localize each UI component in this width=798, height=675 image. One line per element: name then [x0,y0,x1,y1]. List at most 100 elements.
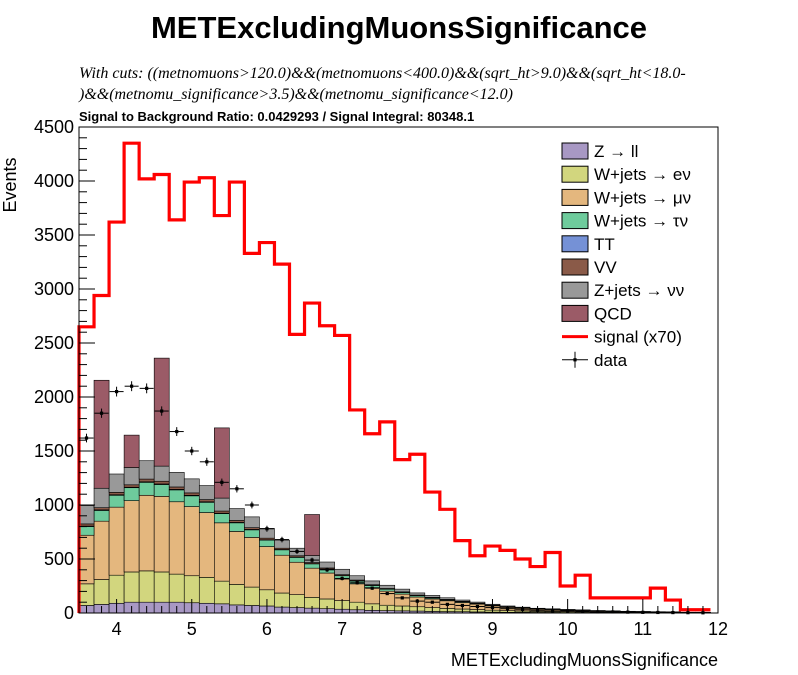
bar [93,520,110,580]
data-point [320,567,335,572]
data-marker [175,429,179,434]
bar [183,575,200,604]
data-point [365,586,380,590]
bar [93,379,110,489]
data-marker [370,586,374,590]
bar [274,592,290,608]
bar [138,460,155,480]
legend-label: VV [594,258,617,277]
bar [244,529,260,538]
y-tick-label: 4500 [34,117,74,137]
legend-label: signal (x70) [594,328,682,347]
y-axis-label: Events [0,157,20,212]
data-point [380,591,395,596]
legend-swatch [561,212,589,230]
bar [214,580,230,605]
data-point [259,525,274,532]
data-marker [265,527,269,531]
legend-label: QCD [594,304,632,323]
bar [334,578,350,601]
bar [123,467,140,486]
bar [349,575,365,581]
bar [394,588,411,593]
bar [274,549,290,556]
stacked-bars [78,357,711,614]
bar [198,501,215,513]
y-tick-label: 2000 [34,387,74,407]
bar [274,554,290,594]
bar [198,512,215,578]
ratio-label: Signal to Background Ratio: 0.0429293 / … [79,109,475,124]
x-tick-label: 5 [187,619,197,639]
bar [259,539,275,547]
bar [334,568,350,575]
data-marker [355,581,359,585]
data-point [440,602,455,606]
cuts-line-2: )&&(metnomu_significance>3.5)&&(metnomu_… [79,86,513,103]
legend-entry: W+jets → eν [561,165,691,184]
x-tick-label: 9 [487,619,497,639]
data-point [154,406,169,416]
bar [198,577,215,604]
bar [138,494,155,572]
bar [153,571,170,603]
y-tick-label: 3500 [34,225,74,245]
data-marker [385,591,389,596]
bar [289,594,305,608]
y-tick-label: 500 [44,549,74,569]
data-marker [235,487,239,491]
legend-entry: TT [561,235,615,254]
bar [123,434,140,468]
data-point [244,501,259,509]
bar [168,472,185,488]
legend-entry: Z+jets → νν [561,281,684,300]
bar [214,497,230,512]
legend: Z → ll W+jets → eν W+jets → μν W+jets → τν T… [561,142,691,370]
plot-frame [78,126,719,614]
legend-entry: data [562,351,628,370]
data-point [395,596,410,600]
bar [168,501,185,575]
data-marker [190,449,194,453]
x-tick-label: 4 [112,619,122,639]
bar [319,561,335,569]
legend-marker-dot [573,358,577,362]
legend-swatch [561,235,589,253]
data-point [94,408,109,418]
bar [168,489,185,503]
bar [289,557,305,563]
bar [244,537,260,588]
x-tick-label: 11 [633,619,652,639]
bar [229,531,245,585]
bar [379,584,396,589]
chart-title: METExcludingMuonsSignificance [150,10,648,45]
bar [229,508,245,521]
data-point [139,383,154,394]
bar [244,586,260,606]
legend-entry: QCD [561,304,632,323]
bar [319,572,335,600]
bar [153,484,170,497]
data-point [335,576,350,581]
bar [138,482,155,496]
bar [229,522,245,532]
bar [93,510,110,522]
axes: 0 500 1000 1500 2000 2500 3000 3500 4000 4500 4 5 6 7… [34,117,728,639]
bar [78,534,95,585]
x-tick-label: 8 [412,619,422,639]
bar [214,513,230,524]
y-tick-label: 3000 [34,279,74,299]
bar [123,571,140,603]
data-point [124,381,139,392]
x-tick-label: 10 [558,619,578,639]
legend-label: Z → ll [594,142,638,161]
legend-swatch [561,281,589,299]
y-tick-label: 1000 [34,495,74,515]
data-point [109,386,124,397]
bar [198,485,215,500]
legend-swatch [561,188,589,206]
legend-entry: VV [561,258,617,277]
data-marker [325,568,329,572]
y-tick-label: 4000 [34,171,74,191]
bar [78,523,95,527]
